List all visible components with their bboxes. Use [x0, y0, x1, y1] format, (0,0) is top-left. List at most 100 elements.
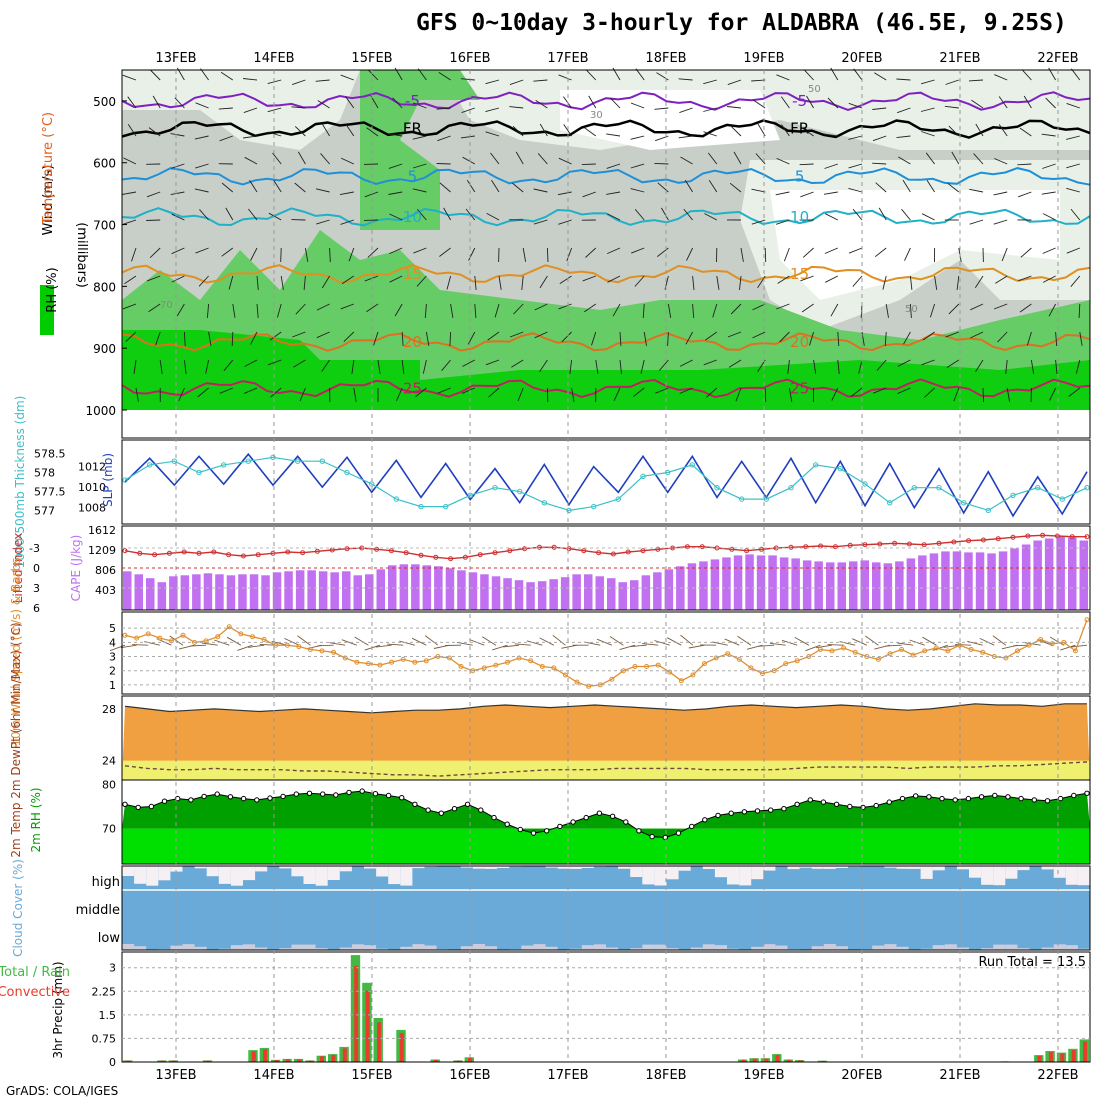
wind-barb [751, 188, 766, 193]
wind-barb [511, 359, 524, 368]
wind-barb [122, 191, 137, 195]
wind-barb [450, 303, 454, 318]
wind-barb [968, 79, 984, 82]
cloud-low-gap [545, 946, 558, 950]
wind-barb [775, 191, 790, 196]
rh2m-point [781, 806, 787, 812]
wind-barb [853, 68, 863, 81]
cape-bar [123, 571, 132, 610]
cape-bar [802, 560, 812, 610]
wind-barb [1018, 275, 1032, 282]
wind-barb-10m [885, 644, 902, 647]
wind-speed-point [899, 647, 905, 652]
cape-axis-label: CAPE (J/kg) [69, 535, 83, 602]
wind-barb [256, 275, 259, 290]
thickness-point [147, 462, 153, 468]
li-tick-label: 0 [33, 562, 40, 575]
wind-barb [345, 124, 355, 137]
wind-barb [425, 331, 430, 346]
wind-barb [994, 158, 1008, 165]
cape-bar [491, 576, 501, 610]
cloud-low-gap [654, 944, 667, 950]
cape-bar [468, 572, 478, 610]
pressure-tick-label: 700 [93, 219, 116, 233]
cloud-high-gap [920, 866, 933, 879]
wind-barb [678, 78, 693, 81]
cape-bar [687, 563, 697, 610]
cloud-high-gap [1053, 866, 1066, 878]
precip-conv-bar [320, 1056, 324, 1062]
wind-barb [904, 247, 911, 261]
isotherm-minus5 [121, 91, 1091, 111]
wind-barb [152, 95, 161, 109]
cloud-high-gap [678, 866, 691, 871]
wind-barb [243, 107, 258, 114]
wind-barb [969, 219, 984, 225]
cloud-low-gap [642, 944, 655, 950]
wind-barb-10m [539, 637, 555, 646]
wind-barb [176, 303, 185, 317]
wind-barb [993, 191, 1008, 196]
wind-barb [655, 387, 669, 394]
wind-barb-10m [816, 644, 833, 649]
wind-barb [606, 191, 621, 195]
cape-tick-label: 403 [95, 584, 116, 597]
li-point [507, 548, 513, 554]
li-point [196, 550, 202, 556]
precip-tick-label: 0.75 [92, 1032, 117, 1045]
wind-barb [416, 275, 427, 287]
cape-bar [203, 573, 213, 610]
rh2m-point [820, 799, 827, 805]
wind-barb [468, 247, 476, 261]
cape-bar [215, 574, 224, 610]
cape-bar [860, 560, 869, 610]
wind-barb [243, 78, 258, 81]
wind-barb [831, 387, 839, 401]
wind-barb [1042, 247, 1056, 254]
wind-barb-10m [482, 636, 497, 646]
wind-barb-10m [922, 636, 937, 646]
wind-barb-10m [514, 643, 531, 646]
wind-barb [584, 303, 597, 313]
wind-barb [631, 247, 645, 254]
wind-barb [848, 187, 863, 193]
day-label-bottom: 14FEB [253, 1068, 294, 1083]
wind-barb [316, 219, 330, 225]
cape-bar [295, 570, 305, 610]
li-point [477, 552, 483, 558]
wind-barb-10m [1049, 636, 1065, 646]
cloud-high-gap [206, 866, 219, 877]
wind-barb [951, 151, 960, 165]
rh2m-point [636, 828, 642, 834]
isotherm-label: FR [403, 120, 422, 138]
wind-barb [705, 331, 718, 341]
rh2m-point [464, 801, 471, 807]
wind-barb [148, 127, 161, 137]
wind-barb [884, 331, 887, 347]
li-point [285, 549, 291, 555]
wind-speed-point [783, 661, 789, 667]
thickness-point [1035, 485, 1041, 491]
li-point [255, 552, 261, 558]
slp-tick-label: 1008 [78, 502, 106, 515]
wind-barb [852, 208, 863, 221]
li-point [566, 546, 572, 552]
day-label-top: 16FEB [449, 51, 490, 66]
wind-barb [632, 387, 645, 398]
li-point [995, 536, 1001, 542]
thickness-tick-label: 578.5 [34, 448, 66, 461]
wind-barb [1049, 387, 1057, 401]
wind-barb-10m [688, 644, 705, 649]
thickness-point [270, 454, 276, 461]
cloud-high-gap [981, 866, 994, 885]
day-label-top: 19FEB [743, 51, 784, 66]
thickness-point [295, 458, 301, 464]
wind-barb [1019, 127, 1032, 137]
wind-barb [269, 331, 282, 341]
thickness-point [566, 507, 572, 514]
slp-axis-label: SLP (mb) [101, 453, 115, 507]
day-label-top: 20FEB [841, 51, 882, 66]
thickness-point [517, 488, 523, 495]
wind-barb-10m [852, 638, 867, 646]
cape-bar [272, 572, 282, 610]
